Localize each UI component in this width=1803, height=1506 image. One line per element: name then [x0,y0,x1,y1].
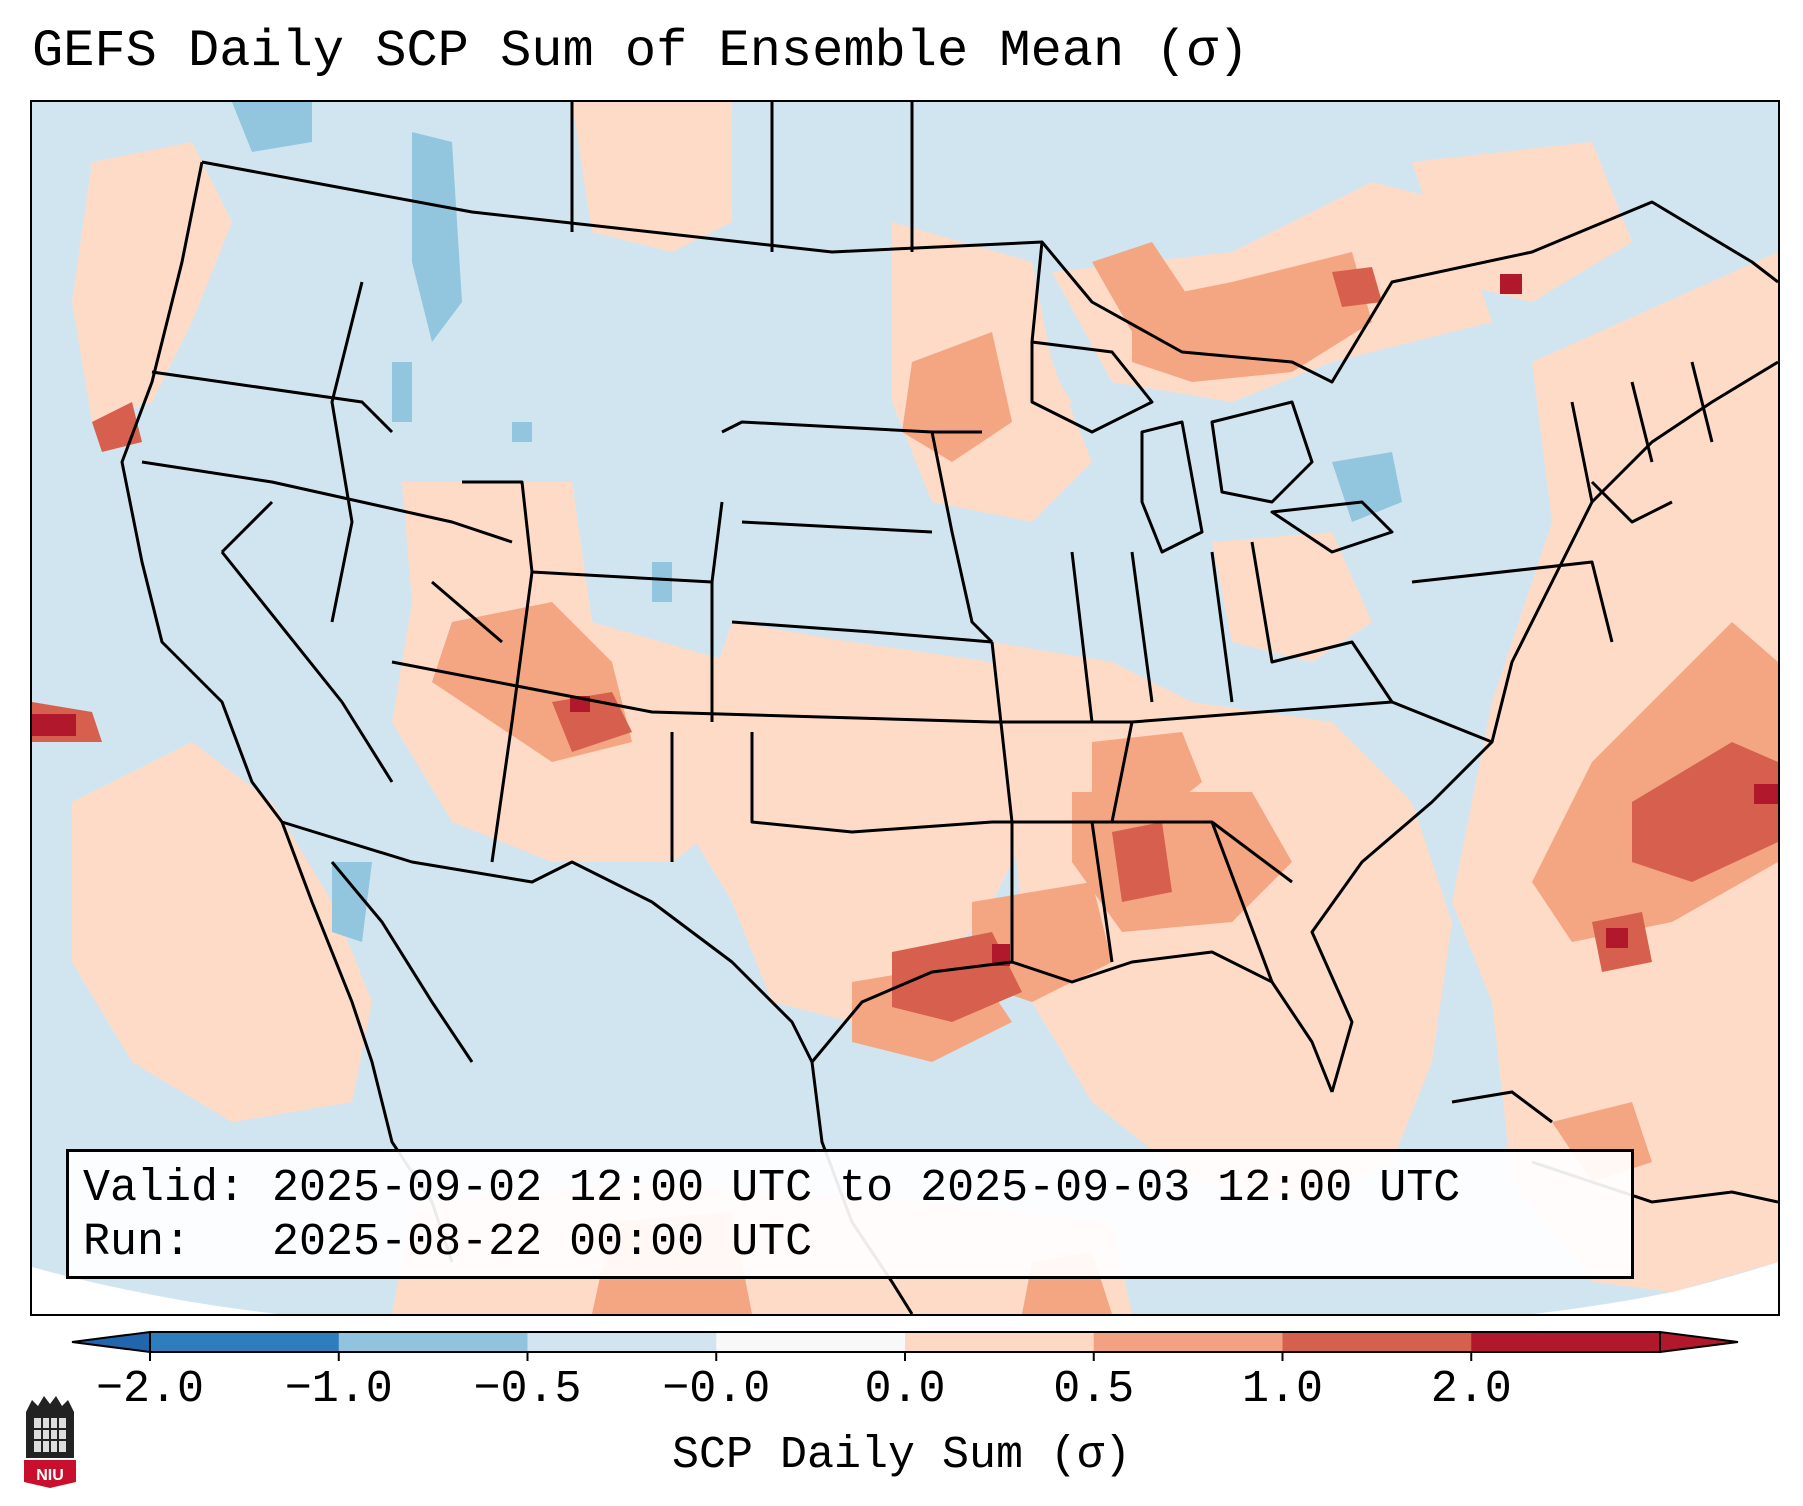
logo-text: NIU [36,1467,64,1484]
colorbar-ticks [149,1352,1473,1361]
colorbar-segment [1471,1332,1661,1352]
valid-label: Valid: [83,1163,246,1214]
colorbar-segment [1093,1332,1283,1352]
colorbar-segment [527,1332,717,1352]
anomaly-strong-positive [32,267,1778,1022]
boundaries [120,102,1778,1093]
colorbar-segment [716,1332,906,1352]
colorbar-tick-label: −2.0 [95,1364,205,1415]
colorbar-tick-label: 0.5 [1053,1364,1135,1415]
colorbar-tick-label: 0.0 [864,1364,946,1415]
colorbar-label: SCP Daily Sum (σ) [671,1430,1132,1481]
colorbar-extend-low [71,1330,151,1354]
colorbar [71,1330,1739,1361]
colorbar-tick-label: 2.0 [1430,1364,1512,1415]
colorbar-segment [150,1332,340,1352]
colorbar-segment [338,1332,528,1352]
logo-shield-icon [24,1460,76,1488]
map-canvas [32,102,1778,1314]
colorbar-segment [905,1332,1095,1352]
valid-value: 2025-09-02 12:00 UTC to 2025-09-03 12:00… [272,1163,1461,1214]
valid-run-info-box: Valid: 2025-09-02 12:00 UTC to 2025-09-0… [66,1149,1634,1279]
map-panel[interactable] [30,100,1780,1316]
colorbar-extend-high [1659,1330,1739,1354]
colorbar-tick-label: −1.0 [284,1364,393,1415]
colorbar-tick-label: 1.0 [1241,1364,1324,1415]
run-value: 2025-08-22 00:00 UTC [272,1217,813,1268]
run-label: Run: [83,1217,192,1268]
niu-logo: NIU [24,1396,76,1488]
colorbar-segments [150,1332,1661,1352]
page-title: GEFS Daily SCP Sum of Ensemble Mean (σ) [32,22,1249,81]
colorbar-tick-label: −0.5 [473,1364,582,1415]
colorbar-tick-label: −0.0 [662,1364,771,1415]
colorbar-segment [1282,1332,1472,1352]
